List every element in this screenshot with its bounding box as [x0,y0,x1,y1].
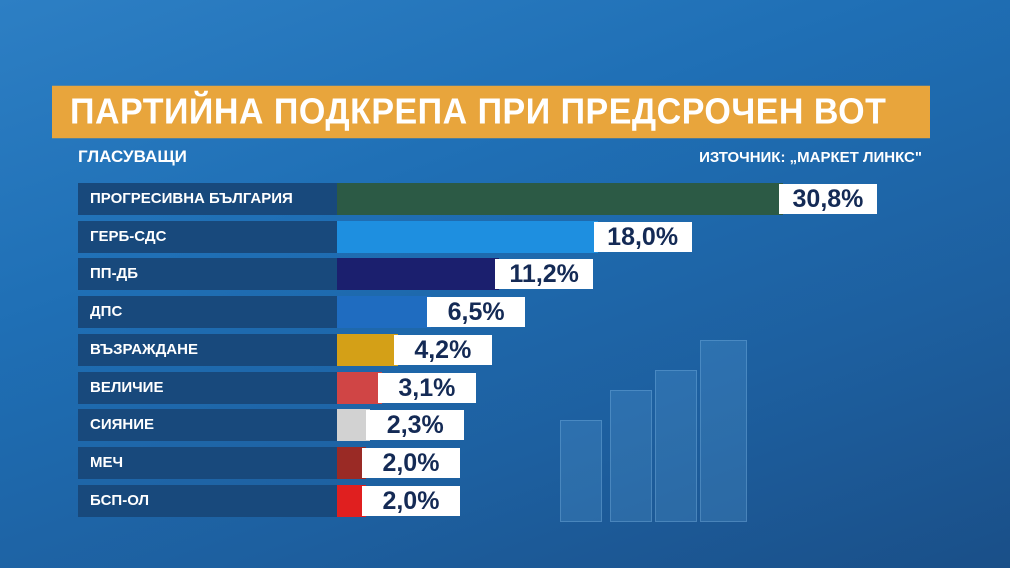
background-bar-graphic [560,420,602,522]
value-label: 11,2% [495,259,594,290]
background-bar-graphic [700,340,747,522]
bar [337,183,783,215]
category-label: ВЕЛИЧИЕ [78,371,337,404]
bar [337,409,371,442]
value-label: 2,3% [366,410,465,441]
value-label: 2,0% [361,485,460,516]
category-label: БСП-ОЛ [78,484,337,517]
value-label: 3,1% [377,372,476,403]
background-bar-graphic [655,370,697,522]
category-label: СИЯНИЕ [78,409,337,442]
source-label: ИЗТОЧНИК: „МАРКЕТ ЛИНКС" [699,149,922,166]
category-label: ПРОГРЕСИВНА БЪЛГАРИЯ [78,183,337,215]
category-label: ГЕРБ-СДС [78,220,337,253]
category-label: ДПС [78,296,337,329]
subtitle: ГЛАСУВАЩИ [78,147,187,166]
value-label: 2,0% [361,447,460,478]
value-label: 30,8% [778,184,877,214]
category-label: ВЪЗРАЖДАНЕ [78,333,337,366]
value-label: 18,0% [593,221,692,252]
bar [337,258,500,291]
bar [337,484,366,517]
value-label: 4,2% [393,334,492,365]
bar [337,296,432,329]
bar [337,446,366,479]
category-label: МЕЧ [78,446,337,479]
value-label: 6,5% [427,297,526,328]
bar [337,371,382,404]
category-label: ПП-ДБ [78,258,337,291]
background-bar-graphic [610,390,652,522]
chart-title: ПАРТИЙНА ПОДКРЕПА ПРИ ПРЕДСРОЧЕН ВОТ [52,85,930,139]
bar [337,220,598,253]
bar [337,333,398,366]
